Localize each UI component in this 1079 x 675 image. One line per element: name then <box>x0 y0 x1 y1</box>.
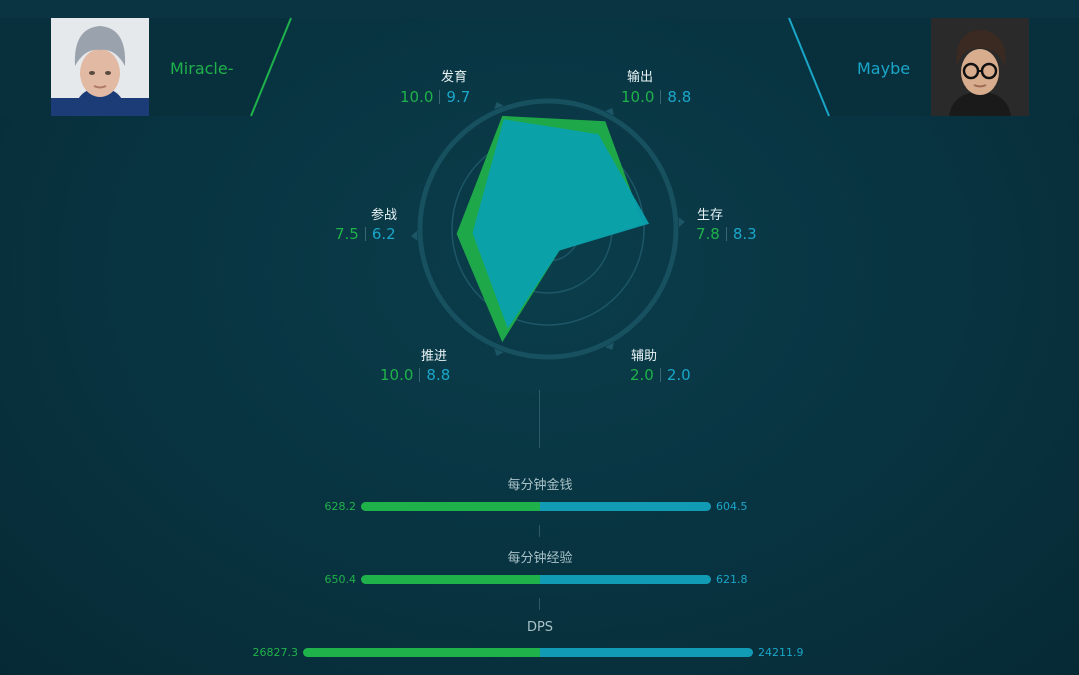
radar-value-farm-right: 9.7 <box>446 88 471 106</box>
radar-value-teamfight-right: 6.2 <box>371 225 396 243</box>
top-strip <box>0 0 1079 18</box>
stat-value-dps-left: 26827.3 <box>252 646 299 659</box>
radar-axis-marker-farm <box>494 101 504 110</box>
player-avatar-left[interactable] <box>51 18 149 116</box>
radar-axis-marker-damage <box>605 108 614 116</box>
stat-bar-xpm-right <box>540 575 711 584</box>
radar-label-damage: 输出 <box>626 70 653 85</box>
stat-bar-gpm-left <box>361 502 540 511</box>
stat-title-xpm: 每分钟经验 <box>507 551 573 566</box>
stat-value-xpm-right: 621.8 <box>716 573 748 586</box>
radar-value-support-left: 2.0 <box>630 366 654 384</box>
radar-value-damage-left: 10.0 <box>621 88 655 106</box>
stat-bar-xpm-left <box>361 575 540 584</box>
radar-axis-marker-support <box>605 342 614 350</box>
player-name-left[interactable]: Miracle- <box>170 59 234 78</box>
divider-line <box>539 390 540 448</box>
stat-bar-dps <box>303 648 753 657</box>
radar-value-survival-right: 8.3 <box>732 225 757 243</box>
stat-bar-gpm <box>361 502 711 511</box>
radar-label-push: 推进 <box>420 349 447 364</box>
radar-value-damage-right: 8.8 <box>667 88 692 106</box>
radar-value-farm-left: 10.0 <box>400 88 434 106</box>
radar-values-support: 2.0 2.0 <box>630 366 691 384</box>
radar-value-teamfight-left: 7.5 <box>335 225 359 243</box>
stat-value-gpm-right: 604.5 <box>716 500 748 513</box>
radar-polygon-right <box>472 119 650 329</box>
radar-label-farm: 发育 <box>440 70 467 85</box>
stat-bar-dps-right <box>540 648 753 657</box>
divider-line <box>539 525 540 537</box>
stat-bar-xpm <box>361 575 711 584</box>
stat-value-dps-right: 24211.9 <box>758 646 804 659</box>
player-avatar-right[interactable] <box>931 18 1029 116</box>
radar-values-teamfight: 7.5 6.2 <box>335 225 396 243</box>
radar-axis-marker-survival <box>678 217 685 228</box>
radar-value-push-right: 8.8 <box>426 366 451 384</box>
radar-label-teamfight: 参战 <box>370 208 397 223</box>
stat-title-dps: DPS <box>526 620 554 635</box>
stat-title-gpm: 每分钟金钱 <box>507 478 573 493</box>
radar-label-survival: 生存 <box>696 208 723 223</box>
radar-values-survival: 7.8 8.3 <box>696 225 757 243</box>
radar-label-support: 辅助 <box>630 349 657 364</box>
stat-value-gpm-left: 628.2 <box>324 500 357 513</box>
radar-value-survival-left: 7.8 <box>696 225 720 243</box>
radar-values-farm: 10.0 9.7 <box>400 88 470 106</box>
player-photo-right-icon <box>931 18 1029 116</box>
radar-axis-marker-teamfight <box>411 230 418 241</box>
radar-values-push: 10.0 8.8 <box>380 366 450 384</box>
radar-axis-marker-push <box>494 348 504 357</box>
radar-value-support-right: 2.0 <box>666 366 691 384</box>
stat-bar-dps-left <box>303 648 540 657</box>
divider-line <box>539 598 540 610</box>
radar-value-push-left: 10.0 <box>380 366 414 384</box>
player-name-right[interactable]: Maybe <box>857 59 911 78</box>
stat-bar-gpm-right <box>540 502 711 511</box>
radar-values-damage: 10.0 8.8 <box>621 88 691 106</box>
stat-value-xpm-left: 650.4 <box>324 573 357 586</box>
player-photo-left-icon <box>51 18 149 116</box>
